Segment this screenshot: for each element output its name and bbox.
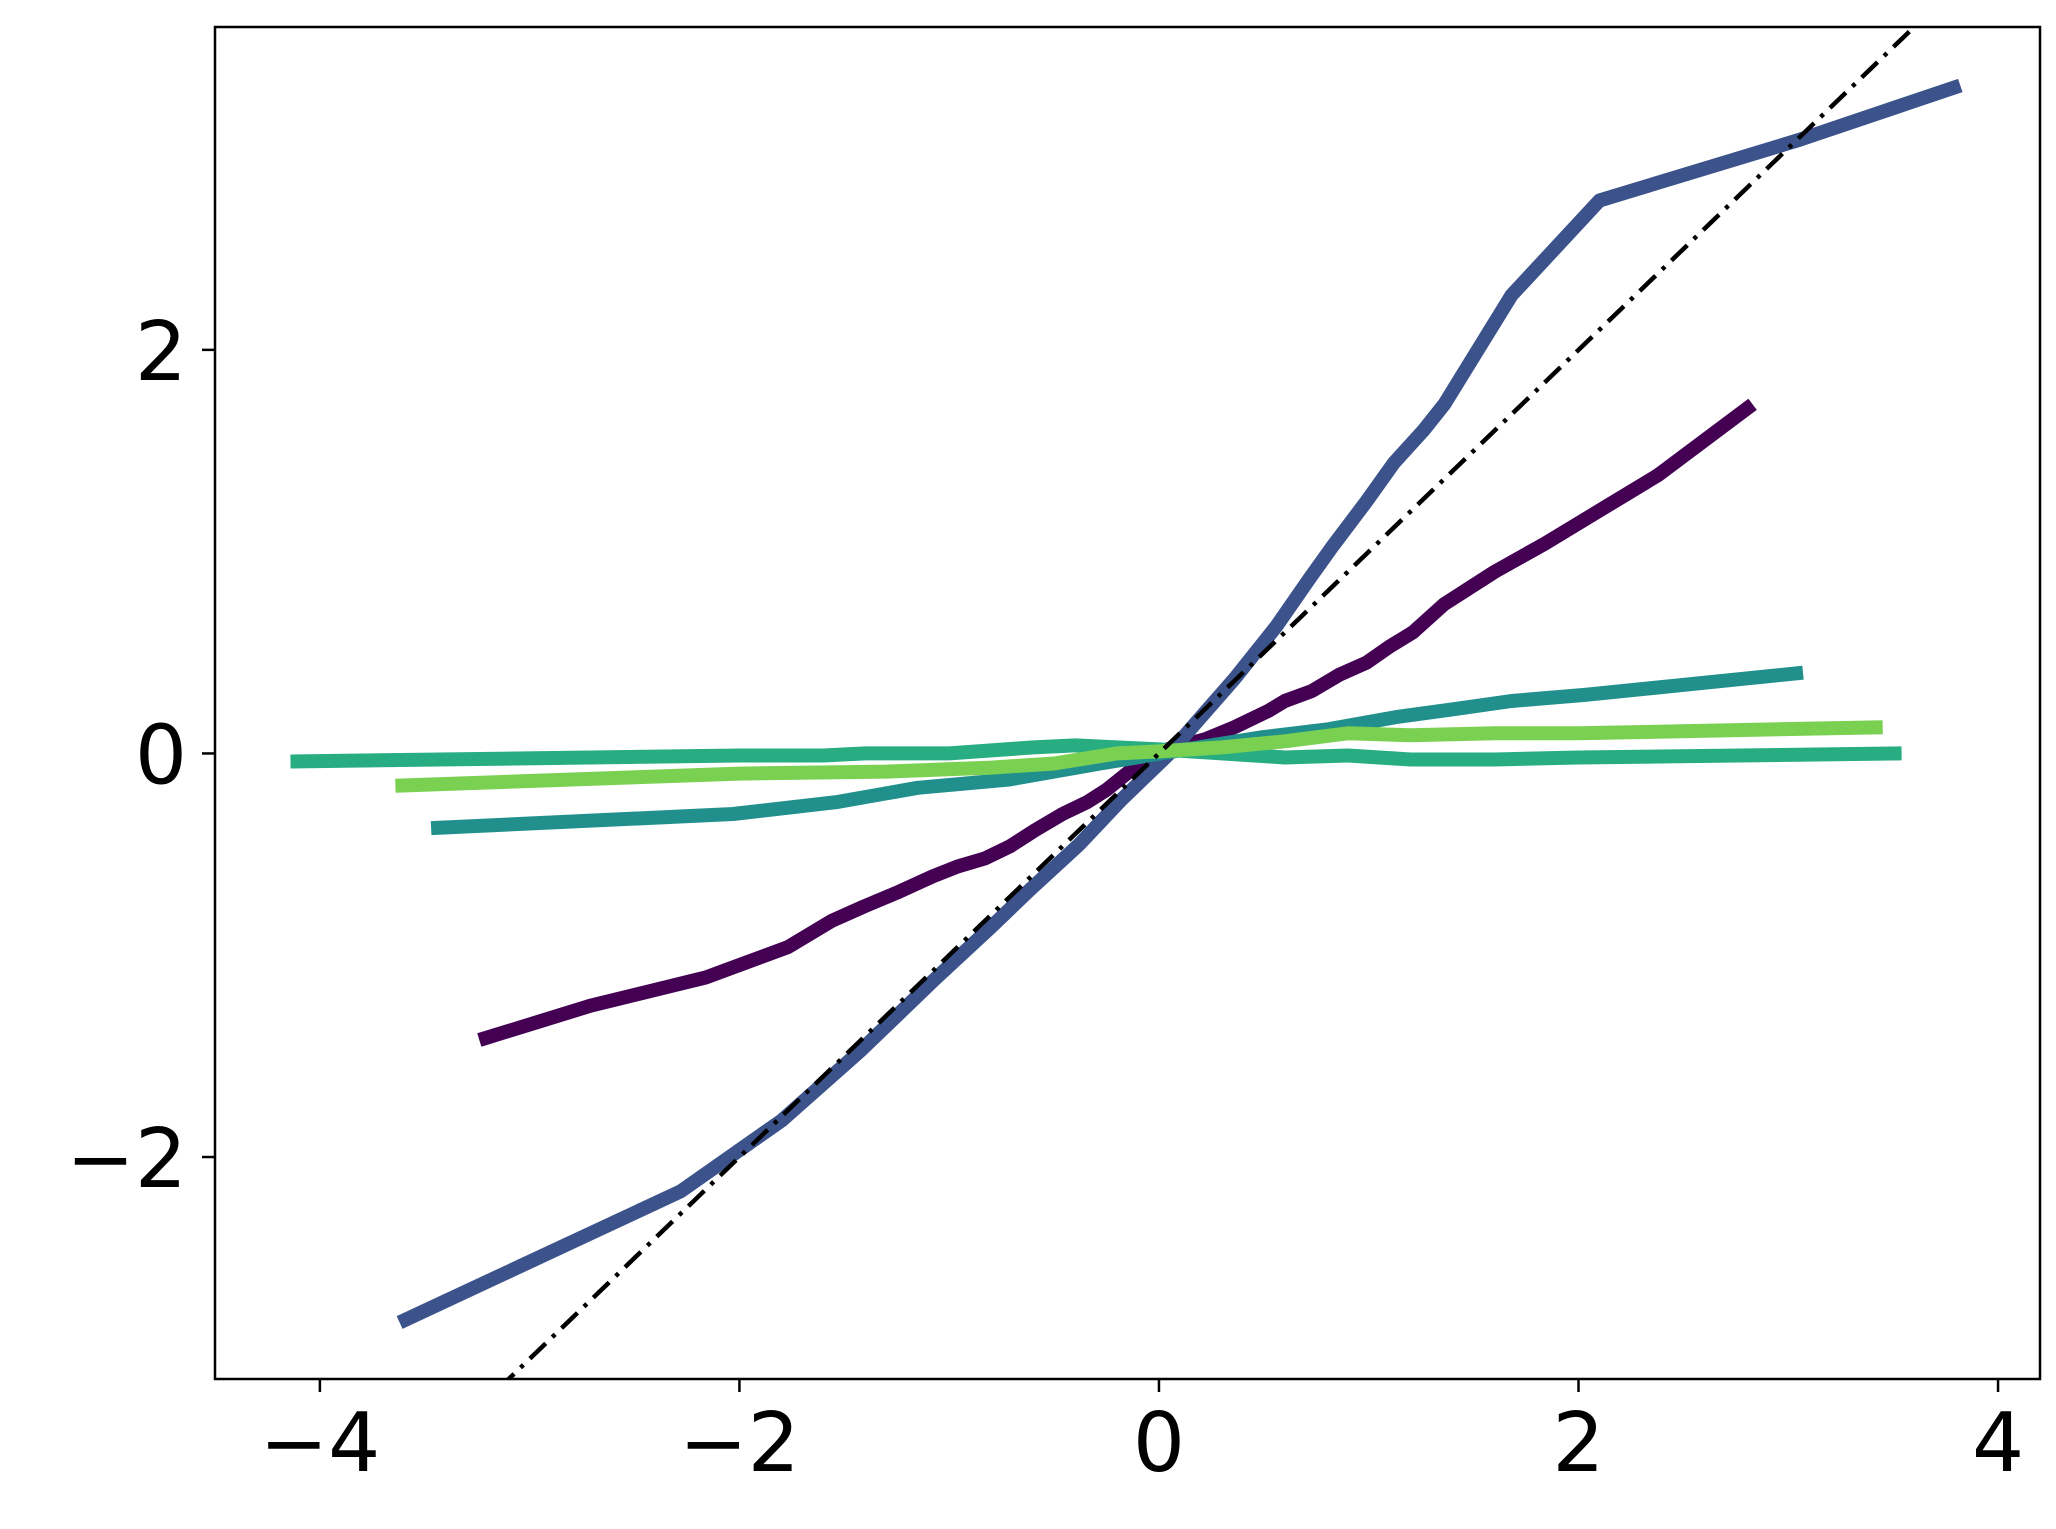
x-tick-label: −2 bbox=[679, 1396, 800, 1491]
y-tick-label: 2 bbox=[135, 305, 187, 400]
reference-line-layer bbox=[505, 27, 1918, 1379]
y-tick-label: 0 bbox=[135, 708, 187, 803]
series-line-5 bbox=[395, 720, 1883, 793]
x-tick-label: 2 bbox=[1552, 1396, 1604, 1491]
axis-layer: −4 −2 0 2 4 −2 0 2 bbox=[66, 25, 2042, 1491]
x-tick-label: 4 bbox=[1972, 1396, 2024, 1491]
y-tick-label: −2 bbox=[66, 1112, 187, 1207]
identity-reference-line bbox=[505, 27, 1918, 1379]
plot-frame bbox=[213, 25, 2042, 1381]
x-tick-label: −4 bbox=[259, 1396, 380, 1491]
x-tick-label: 0 bbox=[1133, 1396, 1185, 1491]
